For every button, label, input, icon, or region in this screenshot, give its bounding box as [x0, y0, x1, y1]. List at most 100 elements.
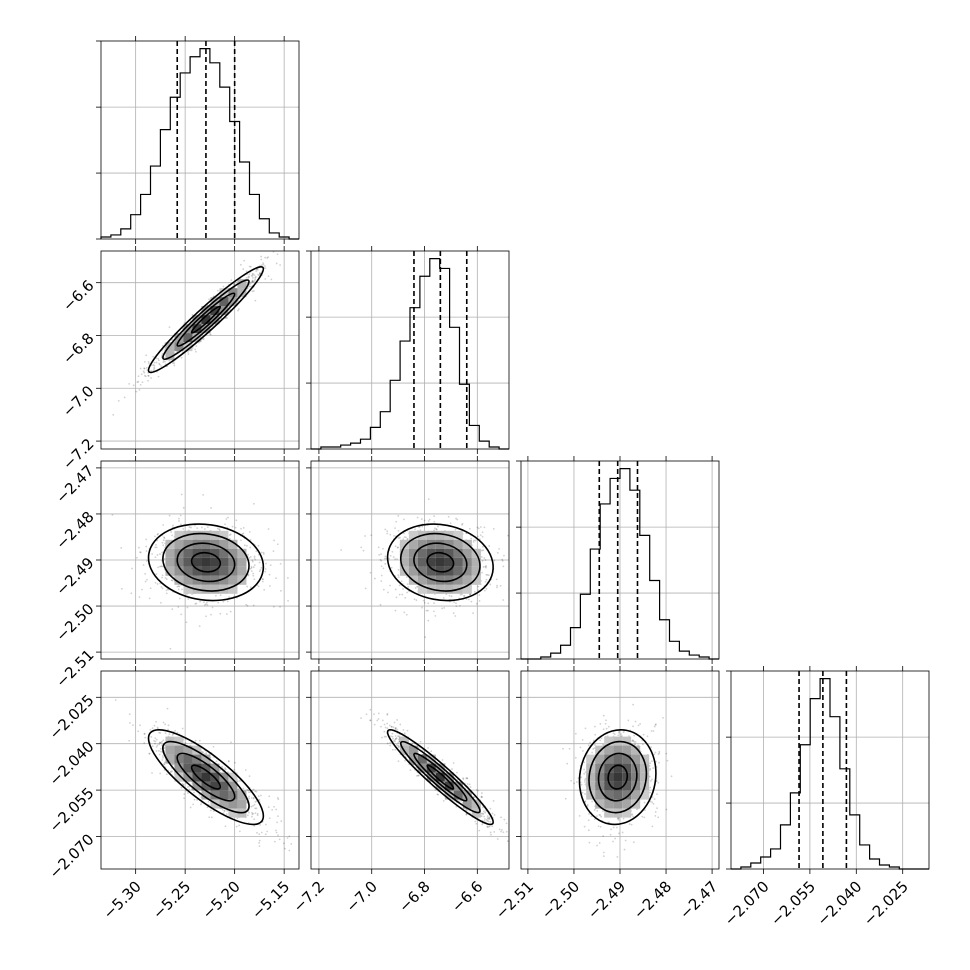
sample-point [210, 809, 212, 812]
density-cell [219, 557, 229, 567]
sample-point [383, 557, 386, 560]
sample-point [462, 777, 465, 780]
sample-point [143, 367, 145, 370]
sample-point [249, 567, 252, 570]
sample-point [226, 317, 229, 319]
sample-point [253, 279, 256, 282]
density-cell [165, 745, 175, 755]
sample-point [177, 606, 180, 608]
sample-point [158, 743, 161, 746]
sample-point [143, 371, 146, 374]
sample-point [139, 367, 142, 370]
sample-point [658, 761, 660, 764]
sample-point [210, 816, 213, 819]
density-cell [417, 557, 427, 567]
sample-point [505, 830, 508, 833]
sample-point [172, 524, 174, 527]
sample-point [405, 576, 408, 578]
panel-frame [310, 670, 510, 870]
density-cell [435, 539, 445, 549]
sample-point [397, 760, 400, 763]
sample-point [396, 558, 398, 560]
density-cell [408, 745, 418, 755]
sample-point [251, 559, 254, 562]
sample-point [139, 551, 142, 554]
sample-point [474, 539, 477, 542]
sample-point [219, 594, 222, 597]
sample-point [199, 803, 202, 806]
sample-point [398, 735, 401, 738]
sample-point [251, 815, 253, 818]
sample-point [392, 737, 394, 740]
sample-point [230, 279, 233, 282]
scatter-panel-2-0 [96, 456, 300, 664]
sample-point [435, 528, 438, 531]
sample-point [384, 562, 387, 565]
sample-point [251, 813, 254, 816]
sample-point [380, 565, 383, 568]
sample-point [378, 554, 381, 556]
density-cell [444, 548, 454, 558]
sample-point [397, 568, 400, 571]
sample-point [481, 531, 484, 534]
sample-point [117, 400, 120, 402]
sample-point [156, 533, 159, 536]
sample-point [391, 735, 394, 738]
sample-point [397, 742, 399, 744]
scatter-content-3-1 [360, 708, 542, 858]
sample-point [492, 800, 495, 802]
sample-point [258, 561, 261, 564]
sample-point [120, 587, 123, 590]
sample-point [390, 725, 393, 728]
sample-point [260, 264, 263, 267]
sample-point [255, 268, 258, 271]
sample-point [159, 772, 162, 775]
sample-point [466, 809, 468, 811]
sample-point [254, 790, 257, 793]
sample-point [163, 763, 165, 765]
panel-frame [310, 250, 510, 450]
sample-point [474, 820, 477, 823]
sample-point [229, 610, 232, 613]
sample-point [470, 537, 473, 540]
sample-point [158, 749, 160, 752]
sample-point [463, 594, 465, 597]
sample-point [401, 593, 404, 596]
sample-point [421, 525, 424, 528]
density-cell [417, 575, 427, 585]
sample-point [468, 783, 471, 786]
sample-point [380, 559, 383, 562]
sample-point [143, 367, 146, 370]
sample-point [258, 274, 261, 277]
sample-point [154, 737, 157, 740]
sample-point [478, 594, 481, 597]
sample-point [114, 699, 117, 701]
sample-point [385, 735, 387, 738]
sample-point [162, 359, 165, 362]
sample-point [150, 364, 153, 367]
sample-point [434, 527, 436, 530]
sample-point [250, 274, 253, 277]
density-cell [228, 772, 238, 782]
sample-point [254, 275, 257, 278]
sample-point [252, 280, 255, 283]
sample-point [435, 528, 438, 531]
sample-point [427, 602, 430, 605]
sample-point [379, 603, 382, 606]
sample-point [489, 831, 492, 834]
sample-point [258, 833, 261, 836]
density-cell [471, 566, 481, 576]
sample-point [360, 546, 363, 549]
sample-point [405, 536, 407, 539]
sample-point [482, 813, 485, 816]
sample-point [433, 515, 436, 518]
sample-point [223, 809, 226, 812]
sample-point [397, 735, 400, 738]
density-cell [453, 557, 463, 567]
sample-point [254, 812, 257, 815]
sample-point [540, 856, 542, 858]
density-cell [462, 548, 472, 558]
sample-point [228, 534, 231, 536]
contour-1 [176, 542, 236, 583]
sample-point [386, 742, 389, 745]
